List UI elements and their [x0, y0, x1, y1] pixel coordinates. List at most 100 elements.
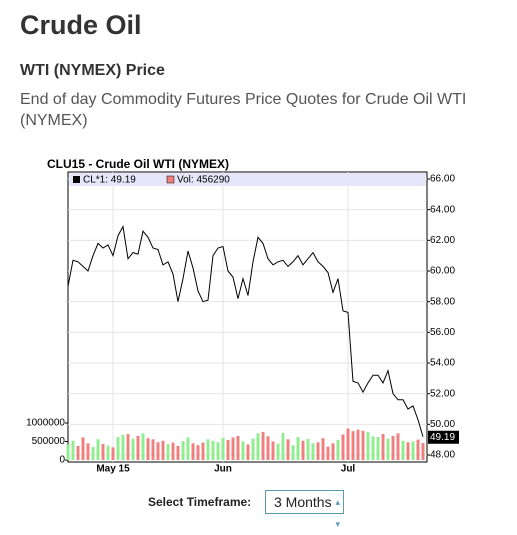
volume-bar: [181, 441, 185, 460]
volume-bar: [256, 433, 260, 460]
volume-bar: [141, 433, 145, 460]
volume-bar: [266, 436, 270, 460]
volume-bar: [66, 444, 70, 460]
y-tick-label: 64.00: [430, 204, 455, 215]
volume-bar: [81, 437, 85, 460]
volume-bar: [361, 430, 365, 460]
volume-bar: [126, 434, 130, 460]
volume-bar: [246, 444, 250, 460]
volume-bar: [281, 432, 285, 460]
x-tick-label: Jun: [214, 464, 232, 475]
volume-bar: [351, 431, 355, 460]
y-tick-label: 56.00: [430, 327, 455, 338]
last-value-box: [428, 430, 459, 444]
legend-label: CL*1: 49.19: [83, 175, 136, 186]
volume-bar: [121, 434, 125, 460]
spinner-icon[interactable]: ▴ ▾: [335, 497, 340, 529]
x-tick-label: Jul: [341, 464, 356, 475]
volume-bar: [311, 443, 315, 460]
volume-bar: [216, 442, 220, 460]
volume-bar: [411, 441, 415, 460]
volume-bar: [236, 435, 240, 460]
volume-bar: [151, 439, 155, 460]
volume-bar: [101, 444, 105, 460]
y-tick-label: 60.00: [430, 266, 455, 277]
volume-bar: [301, 440, 305, 460]
volume-bar: [251, 438, 255, 460]
volume-bar: [146, 438, 150, 460]
legend-swatch: [73, 176, 80, 183]
volume-bar: [356, 429, 360, 460]
volume-bar: [131, 438, 135, 460]
volume-bar: [321, 438, 325, 460]
volume-bar: [406, 442, 410, 460]
volume-bar: [136, 435, 140, 460]
volume-bar: [226, 440, 230, 460]
volume-bar: [201, 442, 205, 460]
y-tick-label: 66.00: [430, 174, 455, 185]
legend-swatch: [166, 175, 175, 184]
volume-bar: [381, 434, 385, 460]
volume-bar: [371, 436, 375, 460]
page-title: Crude Oil: [20, 10, 142, 40]
price-line: [67, 224, 424, 437]
volume-bar: [206, 439, 210, 460]
volume-bar: [111, 447, 115, 460]
volume-bar: [156, 442, 160, 460]
volume-bar: [326, 446, 330, 460]
y-tick-label: 52.00: [430, 388, 455, 399]
volume-bar: [241, 441, 245, 460]
volume-bar: [191, 443, 195, 460]
y2-tick-label: 0: [59, 455, 65, 466]
volume-bar: [286, 439, 290, 460]
volume-bar: [391, 435, 395, 460]
volume-bar: [276, 443, 280, 460]
page-subtitle: WTI (NYMEX) Price: [20, 62, 165, 79]
volume-bar: [336, 440, 340, 460]
volume-bar: [211, 440, 215, 460]
chart-title: CLU15 - Crude Oil WTI (NYMEX): [47, 157, 229, 171]
volume-bar: [96, 439, 100, 460]
volume-bar: [386, 438, 390, 460]
plot-area: [67, 171, 428, 463]
volume-bar: [221, 437, 225, 460]
volume-bar: [71, 440, 75, 460]
volume-bar: [306, 438, 310, 460]
volume-bar: [291, 445, 295, 460]
volume-bar: [261, 431, 265, 460]
x-tick-label: May 15: [96, 464, 130, 475]
legend-label: Vol: 456290: [177, 175, 230, 186]
timeframe-value[interactable]: 3 Months: [274, 494, 332, 510]
volume-bar: [171, 442, 175, 460]
volume-bar: [346, 428, 350, 460]
volume-bar: [316, 442, 320, 460]
timeframe-select[interactable]: 3 Months ▴ ▾: [265, 490, 344, 529]
volume-bar: [161, 440, 165, 460]
volume-bar: [106, 445, 110, 460]
volume-bar: [186, 437, 190, 460]
volume-bar: [271, 441, 275, 460]
timeframe-label: Select Timeframe:: [148, 495, 252, 509]
volume-bar: [401, 440, 405, 460]
volume-bar: [331, 443, 335, 460]
volume-bar: [91, 447, 95, 460]
page-description: End of day Commodity Futures Price Quote…: [20, 91, 467, 129]
volume-bar: [296, 437, 300, 460]
volume-bar: [116, 437, 120, 460]
y-tick-label: 62.00: [430, 235, 455, 246]
y-tick-label: 58.00: [430, 296, 455, 307]
y2-tick-label: 1000000: [26, 418, 65, 429]
volume-bar: [421, 443, 425, 460]
volume-bar: [366, 431, 370, 460]
volume-bar: [341, 434, 345, 460]
volume-bar: [231, 437, 235, 460]
y-tick-label: 54.00: [430, 358, 455, 369]
y-tick-label: 50.00: [430, 419, 455, 430]
volume-bar: [416, 439, 420, 460]
volume-bar: [86, 443, 90, 460]
volume-bar: [376, 437, 380, 460]
legend-bar: [69, 173, 426, 186]
volume-bar: [196, 445, 200, 460]
